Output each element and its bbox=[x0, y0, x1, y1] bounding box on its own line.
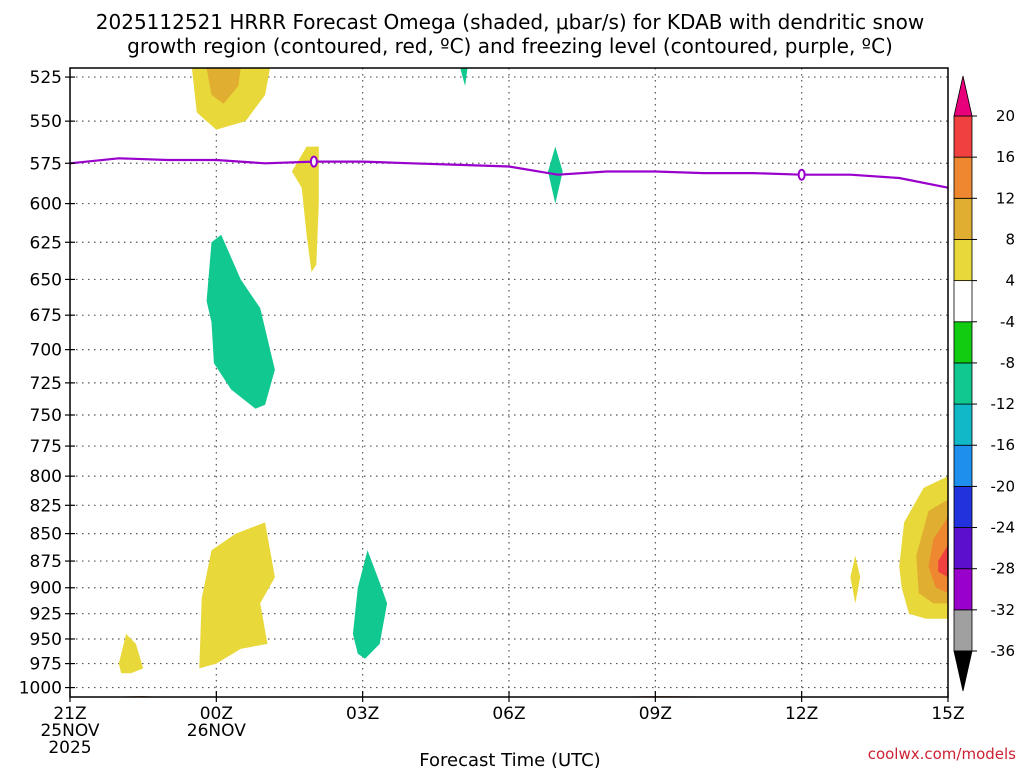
y-tick-label-775: 775 bbox=[30, 437, 62, 457]
y-tick-label-575: 575 bbox=[30, 154, 62, 174]
freezing-level-label-1 bbox=[309, 155, 318, 168]
colorbar-segment--12-to--8 bbox=[953, 362, 973, 405]
colorbar-segment-4-to-8 bbox=[953, 239, 973, 282]
colorbar-segment--20-to--16 bbox=[953, 444, 973, 487]
y-tick-label-625: 625 bbox=[30, 233, 62, 253]
colorbar-label--24: -24 bbox=[991, 519, 1016, 537]
x-tick-label-15Z: 15Z bbox=[931, 704, 964, 724]
omega-pos-mid bbox=[291, 146, 319, 273]
colorbar-label--32: -32 bbox=[991, 601, 1016, 619]
colorbar-label-16: 16 bbox=[996, 148, 1015, 166]
colorbar-segment--32-to--28 bbox=[953, 568, 973, 611]
omega-neg-low bbox=[352, 550, 388, 659]
y-tick-label-675: 675 bbox=[30, 306, 62, 326]
y-tick-label-925: 925 bbox=[30, 605, 62, 625]
colorbar-segment--8-to--4 bbox=[953, 321, 973, 364]
x-tick-date-21Z: 25NOV bbox=[40, 721, 99, 741]
chart-title-line-2: growth region (contoured, red, ºC) and f… bbox=[127, 34, 893, 58]
colorbar-label--28: -28 bbox=[991, 560, 1016, 578]
colorbar-label--36: -36 bbox=[991, 642, 1016, 660]
colorbar-segment--16-to--12 bbox=[953, 403, 973, 446]
colorbar-segment--4-to-4 bbox=[953, 280, 973, 323]
y-axis-ticks: 525 550 575 600 625 650 675 700 725 750 775 800 825 8… bbox=[19, 68, 75, 699]
colorbar-segment-8-to-12 bbox=[953, 197, 973, 240]
y-tick-label-550: 550 bbox=[30, 112, 62, 132]
colorbar-label--12: -12 bbox=[991, 395, 1016, 413]
freezing-level-label-2 bbox=[797, 168, 806, 181]
colorbar-label--20: -20 bbox=[991, 477, 1016, 495]
y-tick-label-850: 850 bbox=[30, 525, 62, 545]
x-tick-label-00Z: 00Z bbox=[200, 704, 233, 724]
y-tick-label-650: 650 bbox=[30, 270, 62, 290]
colorbar-label-4: 4 bbox=[1005, 272, 1015, 290]
colorbar-label--4: -4 bbox=[1000, 313, 1015, 331]
y-tick-label-800: 800 bbox=[30, 467, 62, 487]
colorbar-extend-high bbox=[953, 75, 973, 117]
y-tick-label-525: 525 bbox=[30, 68, 62, 88]
omega-neg-mid bbox=[206, 234, 275, 409]
omega-pos-right-d bbox=[938, 544, 948, 578]
y-tick-label-975: 975 bbox=[30, 655, 62, 675]
x-tick-date-00Z: 26NOV bbox=[187, 721, 246, 741]
y-tick-label-700: 700 bbox=[30, 341, 62, 361]
x-tick-label-09Z: 09Z bbox=[639, 704, 672, 724]
colorbar-label-12: 12 bbox=[996, 189, 1015, 207]
y-tick-label-1000: 1000 bbox=[19, 679, 62, 699]
y-tick-label-875: 875 bbox=[30, 552, 62, 572]
x-tick-label-12Z: 12Z bbox=[785, 704, 818, 724]
omega-pos-sfc bbox=[118, 634, 144, 674]
omega-pos-low bbox=[199, 522, 275, 669]
omega-neg-top-small bbox=[460, 68, 468, 86]
y-tick-label-725: 725 bbox=[30, 374, 62, 394]
colorbar-segment--24-to--20 bbox=[953, 485, 973, 528]
grid-lines bbox=[70, 68, 948, 697]
colorbar-segment--36-to--32 bbox=[953, 609, 973, 652]
chart-title-line-1: 2025112521 HRRR Forecast Omega (shaded, … bbox=[96, 10, 924, 34]
colorbar-label--16: -16 bbox=[991, 436, 1016, 454]
y-tick-label-900: 900 bbox=[30, 579, 62, 599]
colorbar-extend-low bbox=[953, 650, 973, 692]
y-tick-label-600: 600 bbox=[30, 195, 62, 215]
x-tick-label-03Z: 03Z bbox=[346, 704, 379, 724]
colorbar-segment-16-to-20 bbox=[953, 115, 973, 158]
colorbar-label-20: 20 bbox=[996, 107, 1015, 125]
y-tick-label-750: 750 bbox=[30, 406, 62, 426]
colorbar-segment-12-to-16 bbox=[953, 156, 973, 199]
omega-pos-1300 bbox=[850, 555, 861, 604]
colorbar: -36 -32 -28 -24 -20 -16 -12 -8 -4 4 8 12 16 20 bbox=[953, 75, 1016, 692]
watermark: coolwx.com/models bbox=[868, 745, 1016, 763]
x-tick-label-21Z: 21Z bbox=[53, 704, 86, 724]
colorbar-label--8: -8 bbox=[1000, 354, 1015, 372]
y-tick-label-825: 825 bbox=[30, 496, 62, 516]
freezing-level-layer bbox=[69, 155, 949, 189]
x-axis-label: Forecast Time (UTC) bbox=[419, 750, 600, 768]
colorbar-segment--28-to--24 bbox=[953, 527, 973, 570]
y-tick-label-950: 950 bbox=[30, 630, 62, 650]
x-tick-year-21Z: 2025 bbox=[48, 738, 91, 758]
omega-pos-top-b bbox=[206, 68, 241, 104]
x-tick-label-06Z: 06Z bbox=[492, 704, 525, 724]
omega-shading bbox=[118, 68, 948, 674]
colorbar-label-8: 8 bbox=[1005, 230, 1015, 248]
